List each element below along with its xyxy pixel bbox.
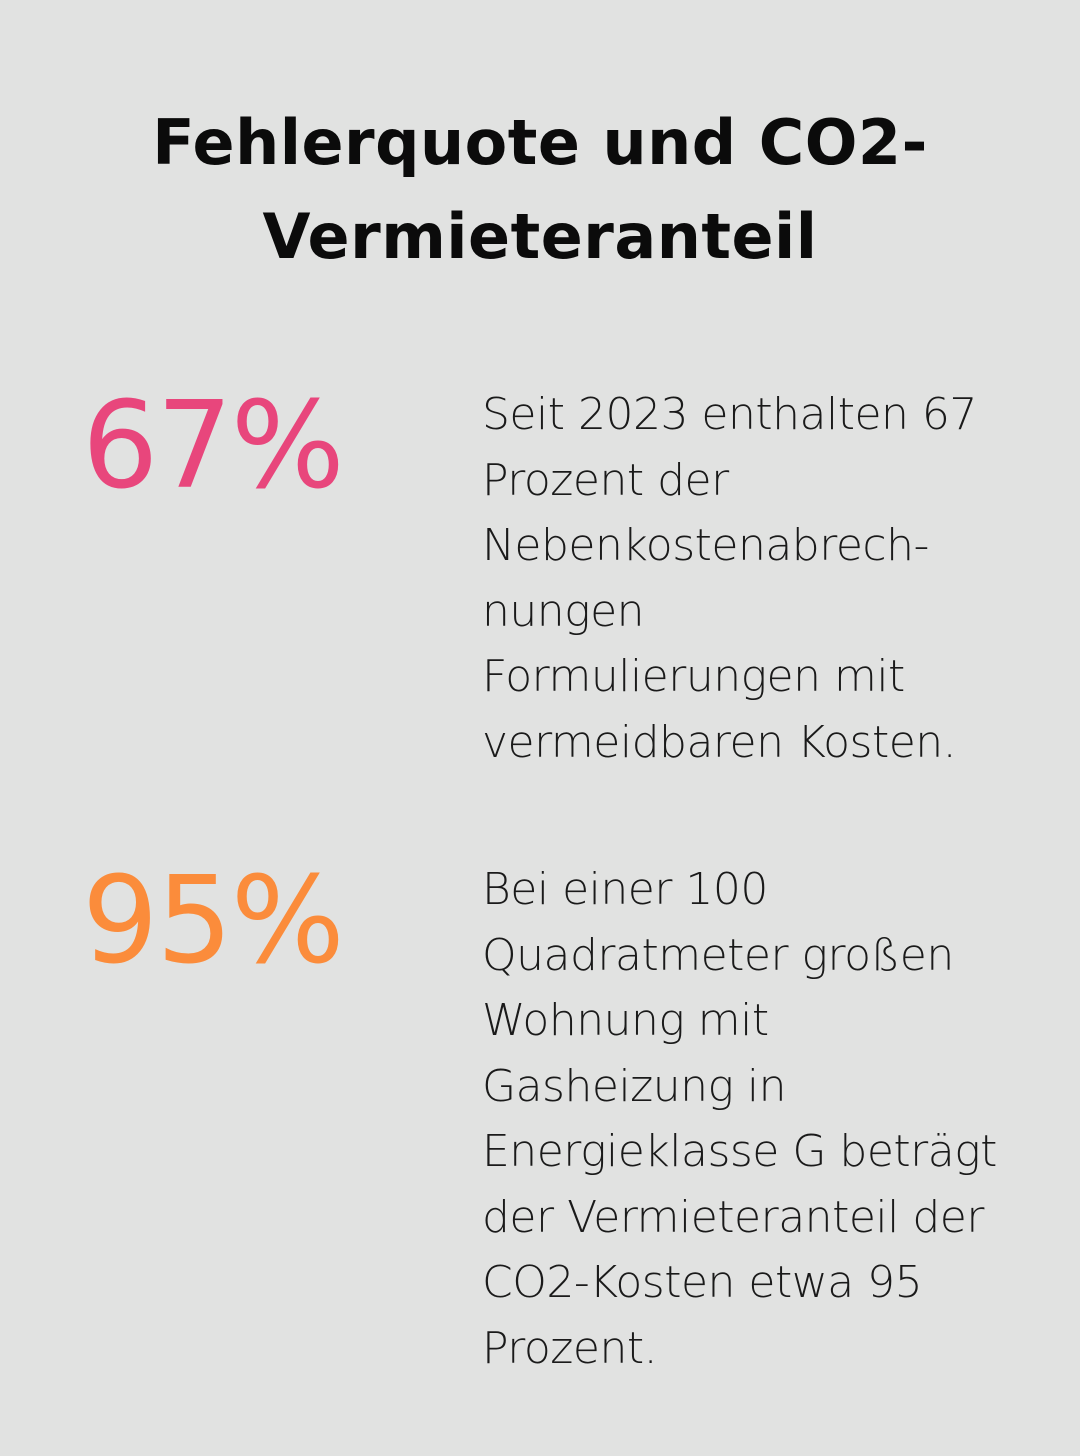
- description-line: Quadratmeter großen: [482, 929, 954, 981]
- stat-value: 67%: [82, 377, 345, 516]
- stat-value: 95%: [82, 852, 345, 991]
- description-line: nungen: [482, 585, 645, 637]
- description-line: Energieklasse G beträgt: [482, 1126, 997, 1177]
- description-line: Gasheizung in: [482, 1060, 787, 1112]
- title-line: Vermieteranteil: [262, 200, 818, 273]
- description-line: Wohnung mit: [482, 995, 769, 1046]
- description-line: Bei einer 100: [482, 864, 768, 915]
- stat-description: Bei einer 100 Quadratmeter großen Wohnun…: [482, 857, 1022, 1381]
- description-line: Formulierungen mit: [482, 651, 905, 702]
- description-line: vermeidbaren Kosten.: [482, 716, 957, 768]
- description-line: Prozent der: [482, 454, 729, 506]
- title-line: Fehlerquote und CO2-: [152, 106, 928, 179]
- page-title: Fehlerquote und CO2- Vermieteranteil: [60, 96, 1020, 284]
- description-line: der Vermieteranteil der: [482, 1191, 984, 1243]
- description-line: Seit 2023 enthalten 67: [482, 389, 977, 440]
- description-line: CO2-Kosten etwa 95: [482, 1257, 923, 1308]
- description-line: Nebenkostenabrech-: [482, 520, 929, 571]
- stat-description: Seit 2023 enthalten 67 Prozent der Neben…: [482, 382, 1022, 775]
- description-line: Prozent.: [482, 1322, 658, 1374]
